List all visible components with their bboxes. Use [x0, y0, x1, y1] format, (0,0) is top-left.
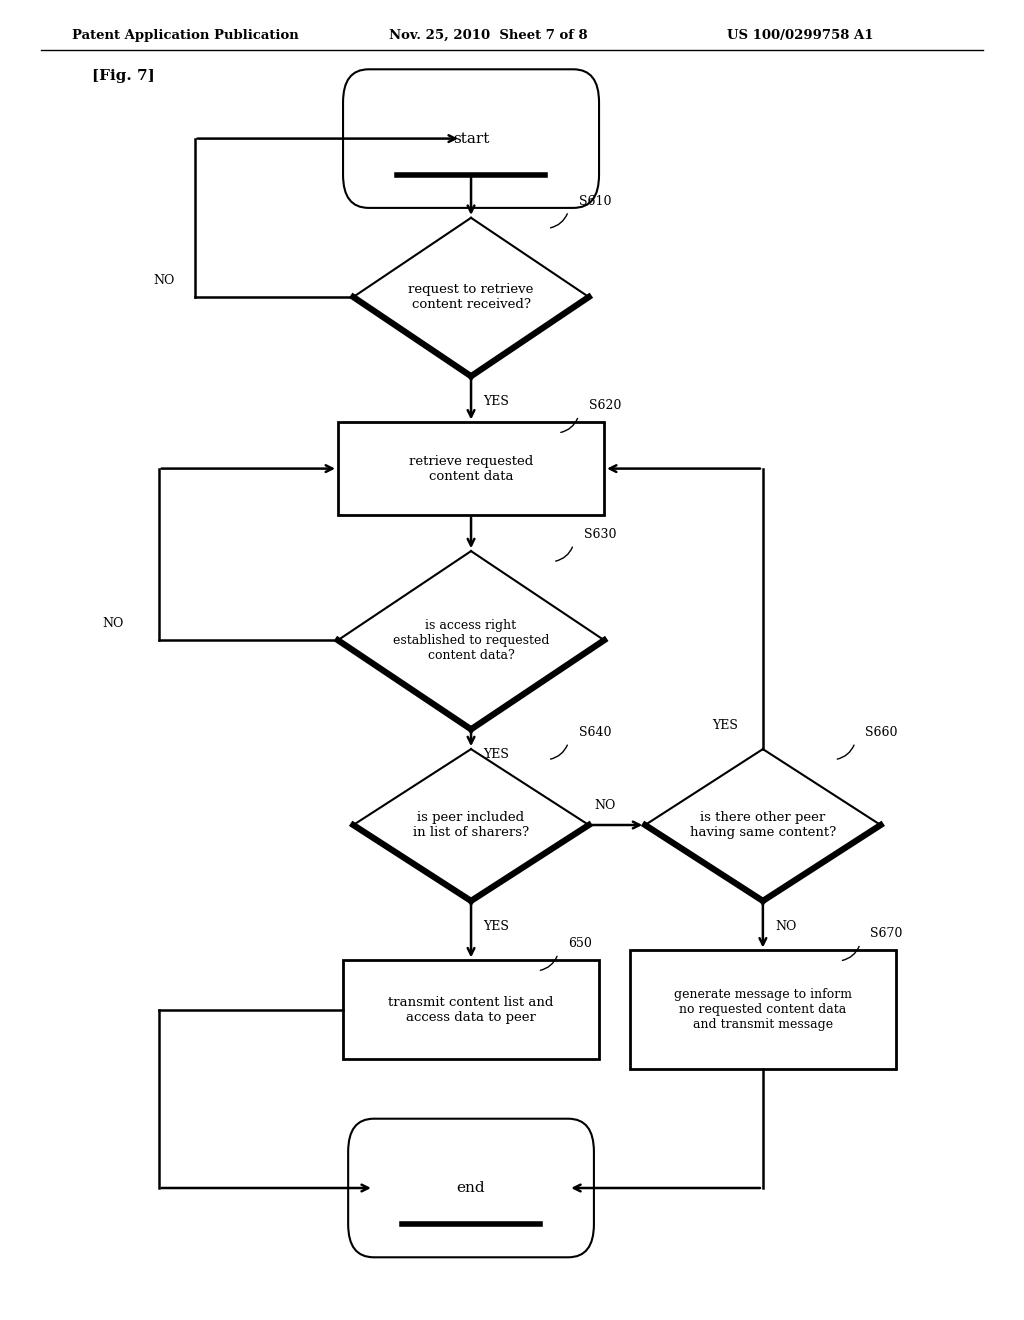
Polygon shape [338, 552, 604, 729]
Text: is peer included
in list of sharers?: is peer included in list of sharers? [413, 810, 529, 840]
Text: YES: YES [483, 920, 509, 933]
Text: [Fig. 7]: [Fig. 7] [92, 69, 155, 83]
Text: start: start [453, 132, 489, 145]
Text: request to retrieve
content received?: request to retrieve content received? [409, 282, 534, 312]
Text: S640: S640 [579, 726, 611, 739]
Text: retrieve requested
content data: retrieve requested content data [409, 454, 534, 483]
Text: Patent Application Publication: Patent Application Publication [72, 29, 298, 42]
Text: is there other peer
having same content?: is there other peer having same content? [690, 810, 836, 840]
Text: US 100/0299758 A1: US 100/0299758 A1 [727, 29, 873, 42]
Text: S670: S670 [870, 927, 903, 940]
Text: end: end [457, 1181, 485, 1195]
Text: Nov. 25, 2010  Sheet 7 of 8: Nov. 25, 2010 Sheet 7 of 8 [389, 29, 588, 42]
Text: NO: NO [594, 799, 615, 812]
Text: transmit content list and
access data to peer: transmit content list and access data to… [388, 995, 554, 1024]
Polygon shape [353, 750, 589, 900]
Text: YES: YES [712, 719, 737, 733]
Polygon shape [645, 750, 881, 900]
Text: is access right
established to requested
content data?: is access right established to requested… [393, 619, 549, 661]
Text: 650: 650 [568, 937, 592, 950]
FancyBboxPatch shape [348, 1118, 594, 1257]
Polygon shape [353, 218, 589, 376]
Text: NO: NO [102, 616, 124, 630]
Bar [630, 950, 896, 1069]
Bar [338, 422, 604, 515]
Text: S620: S620 [589, 399, 622, 412]
Text: YES: YES [483, 748, 509, 762]
FancyBboxPatch shape [343, 69, 599, 207]
Text: NO: NO [775, 920, 797, 933]
Text: S610: S610 [579, 194, 611, 207]
Text: YES: YES [483, 395, 509, 408]
Text: S630: S630 [584, 528, 616, 541]
Text: S660: S660 [865, 726, 898, 739]
Text: NO: NO [154, 273, 175, 286]
Text: generate message to inform
no requested content data
and transmit message: generate message to inform no requested … [674, 989, 852, 1031]
Bar [343, 961, 599, 1059]
